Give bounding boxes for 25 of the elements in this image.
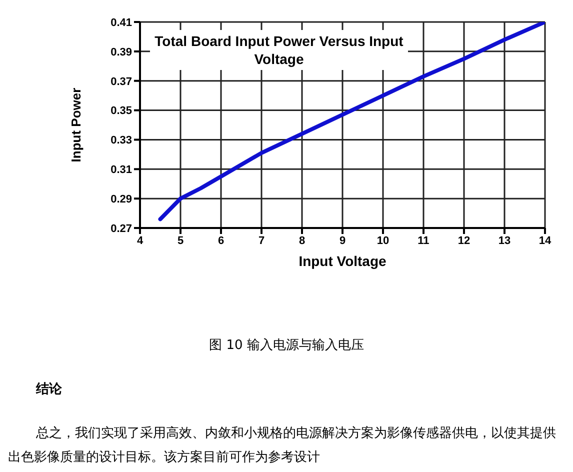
x-tick-label: 8	[298, 234, 306, 247]
caption: 图 10 输入电源与输入电压	[208, 337, 365, 354]
y-tick-label: 0.41	[110, 16, 132, 29]
x-tick-label: 14	[538, 234, 552, 247]
x-axis-title: Input Voltage	[298, 253, 387, 269]
x-tick-label: 10	[376, 234, 390, 247]
x-tick-label: 5	[177, 234, 184, 247]
y-tick-label: 0.35	[110, 105, 132, 118]
x-tick-label: 9	[339, 234, 346, 247]
x-tick-label: 7	[258, 234, 265, 247]
y-tick-label: 0.33	[110, 134, 132, 147]
text: 结论	[36, 381, 63, 398]
x-tick-label: 13	[498, 234, 511, 247]
y-axis-title: Input Power	[68, 88, 84, 162]
text: 总之，我们实现了采用高效、内敛和小规格的电源解决方案为影像传感器供电，以使其提供出色影像质量的设计目标。该方案目前可作为参考设计	[8, 425, 557, 467]
x-tick-label: 11	[418, 234, 430, 247]
x-tick-label: 12	[458, 234, 470, 247]
y-tick-label: 0.31	[110, 164, 132, 176]
text: Total Board Input Power Versus Input Voltage	[150, 30, 408, 70]
x-tick-label: 4	[136, 234, 144, 247]
x-tick-label: 6	[218, 234, 224, 247]
y-tick-label: 0.27	[110, 222, 132, 235]
y-tick-label: 0.37	[110, 76, 132, 88]
y-tick-label: 0.39	[110, 46, 132, 58]
y-tick-label: 0.29	[110, 193, 132, 206]
